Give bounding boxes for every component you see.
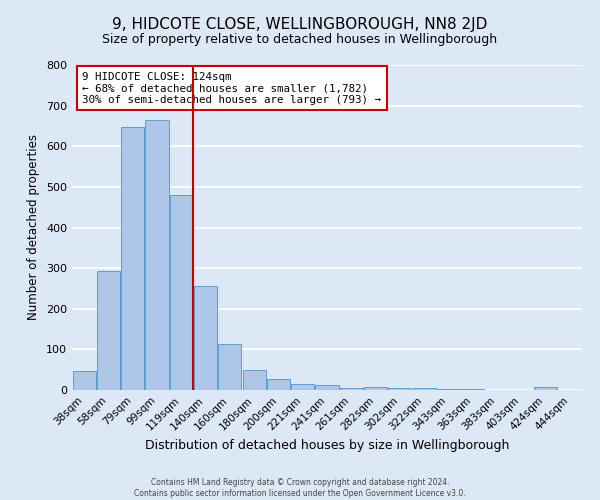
Bar	[218, 344, 241, 390]
Bar	[388, 388, 412, 390]
Bar	[340, 388, 363, 390]
Bar	[437, 389, 460, 390]
Text: 9 HIDCOTE CLOSE: 124sqm
← 68% of detached houses are smaller (1,782)
30% of semi: 9 HIDCOTE CLOSE: 124sqm ← 68% of detache…	[82, 72, 381, 104]
Bar	[461, 389, 484, 390]
Text: Contains HM Land Registry data © Crown copyright and database right 2024.
Contai: Contains HM Land Registry data © Crown c…	[134, 478, 466, 498]
Bar	[316, 384, 338, 390]
Bar	[73, 371, 95, 390]
Bar	[121, 126, 144, 390]
Bar	[291, 384, 314, 390]
Bar	[413, 388, 436, 390]
Bar	[267, 379, 290, 390]
Y-axis label: Number of detached properties: Number of detached properties	[28, 134, 40, 320]
X-axis label: Distribution of detached houses by size in Wellingborough: Distribution of detached houses by size …	[145, 438, 509, 452]
Bar	[97, 271, 120, 390]
Bar	[145, 120, 169, 390]
Bar	[194, 286, 217, 390]
Text: 9, HIDCOTE CLOSE, WELLINGBOROUGH, NN8 2JD: 9, HIDCOTE CLOSE, WELLINGBOROUGH, NN8 2J…	[112, 18, 488, 32]
Bar	[364, 387, 387, 390]
Bar	[170, 195, 193, 390]
Bar	[242, 370, 266, 390]
Text: Size of property relative to detached houses in Wellingborough: Size of property relative to detached ho…	[103, 32, 497, 46]
Bar	[534, 387, 557, 390]
